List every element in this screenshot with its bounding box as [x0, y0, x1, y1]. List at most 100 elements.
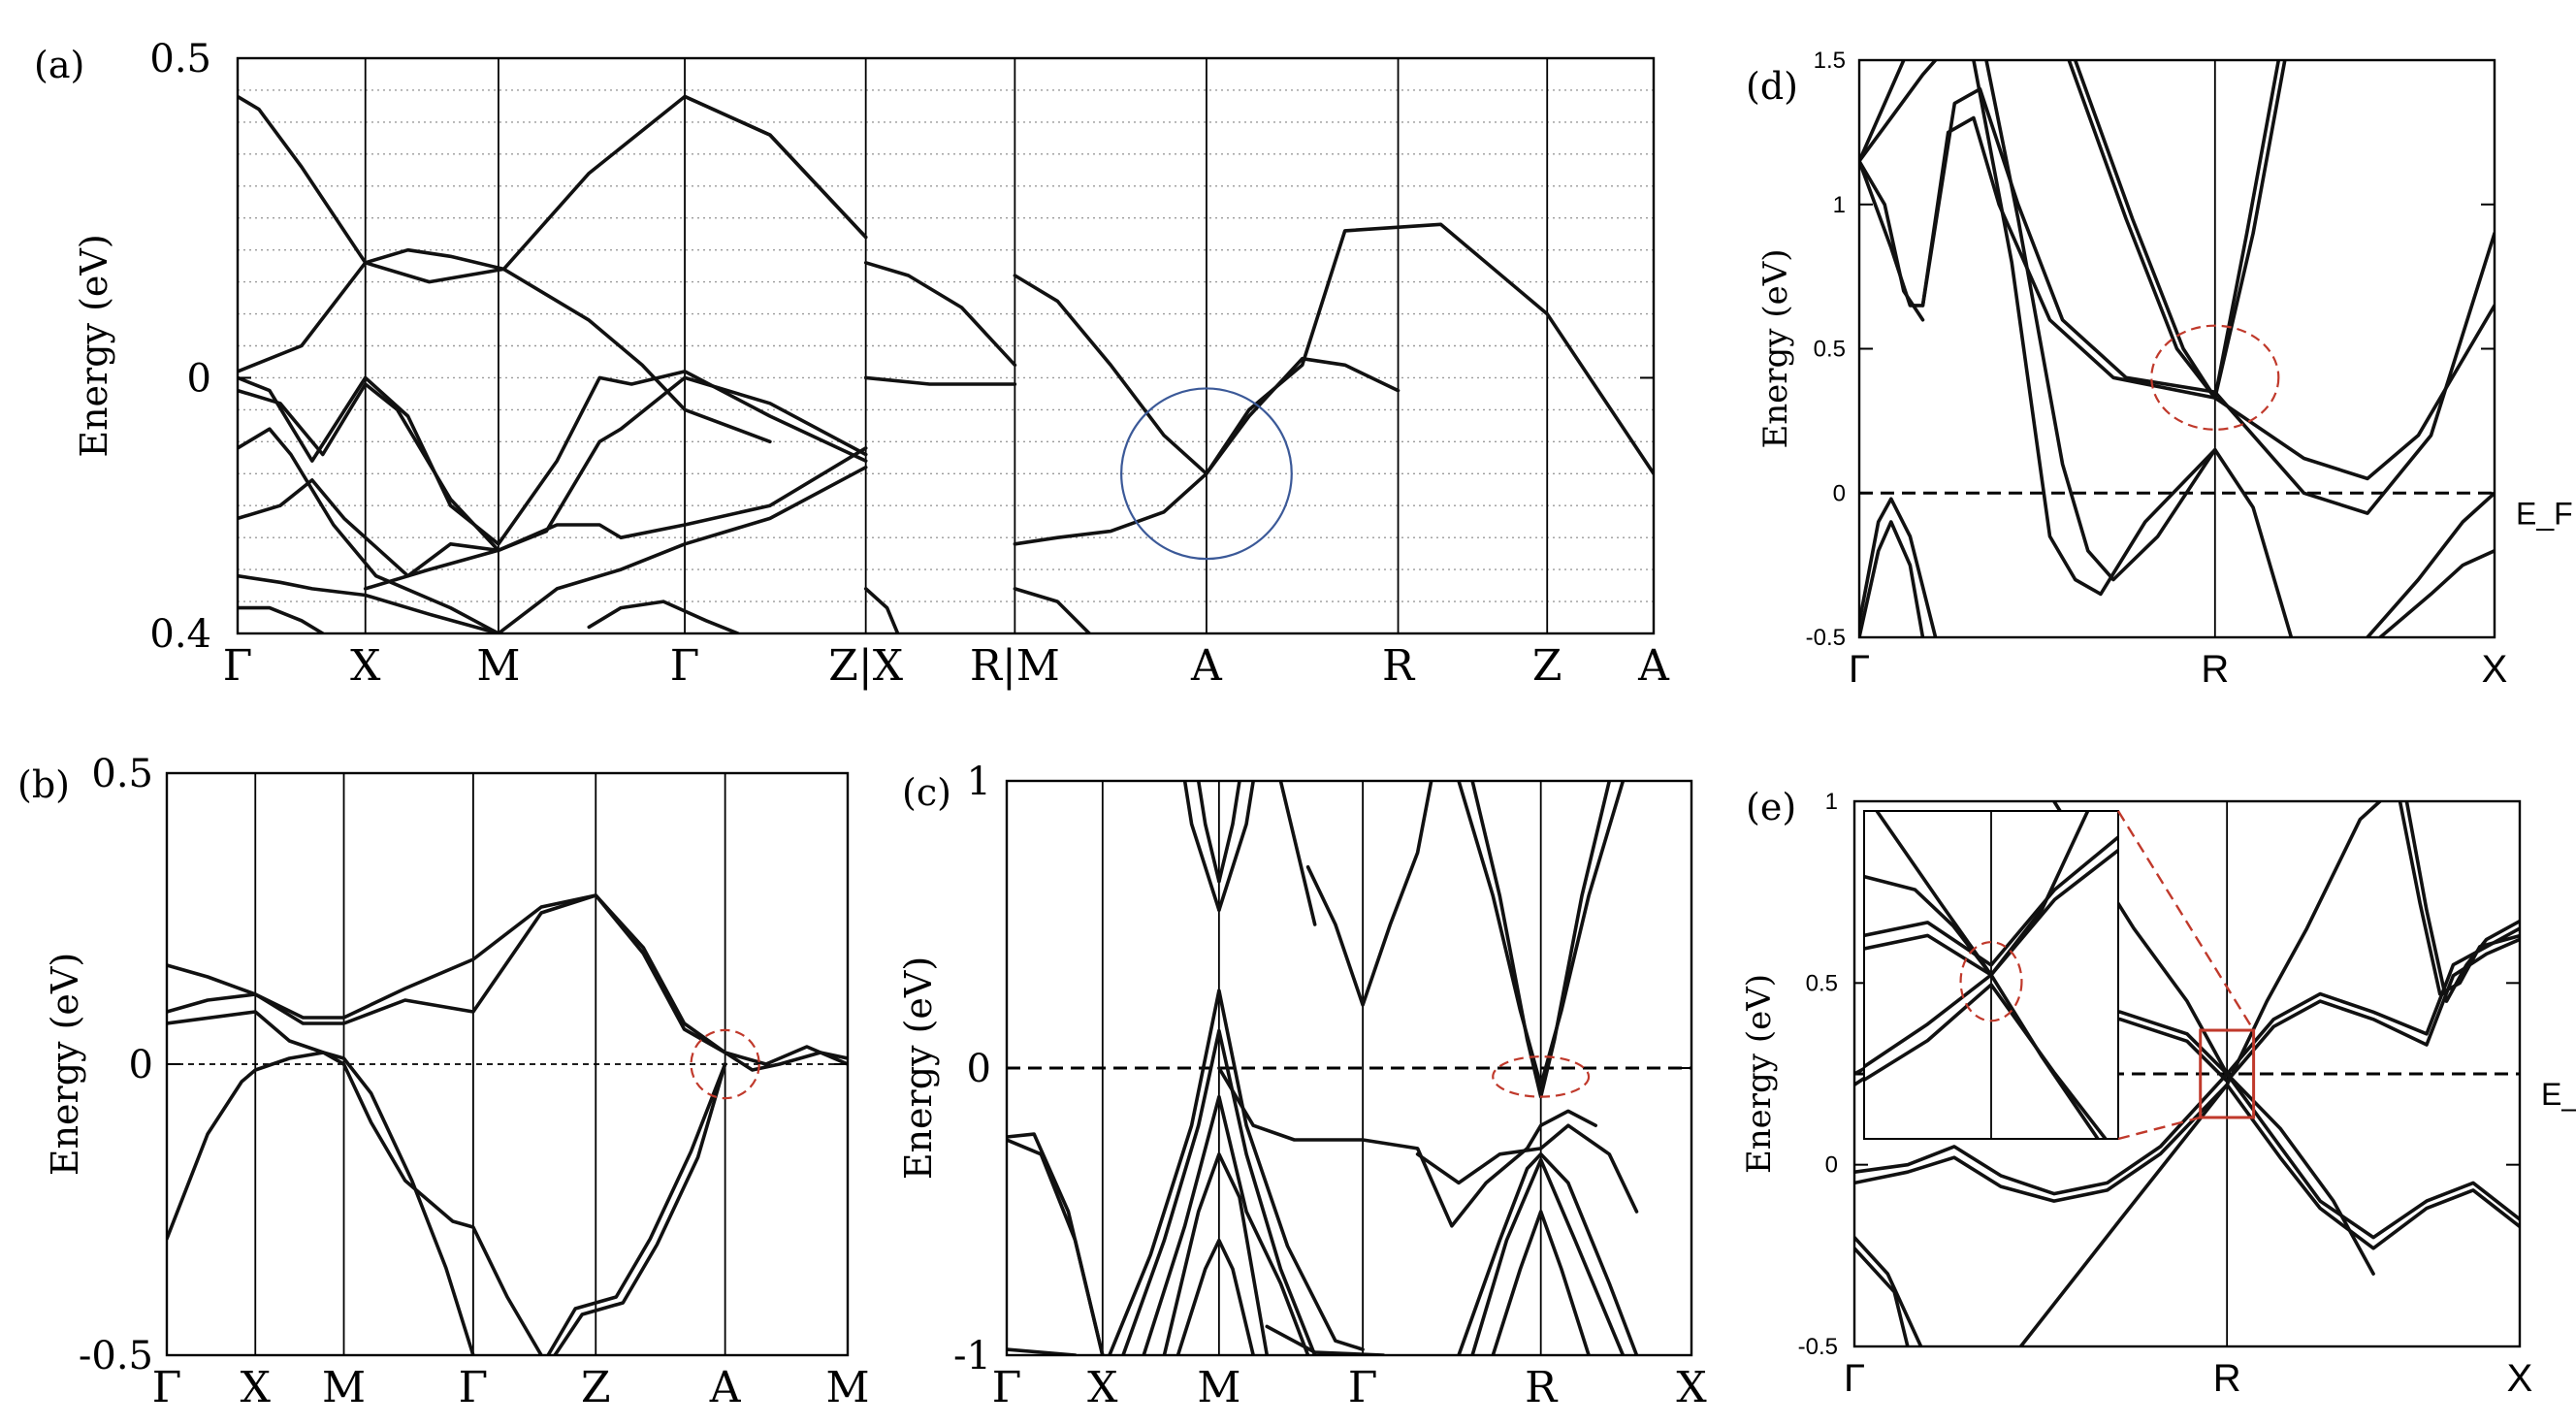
- kpath-label: R: [1525, 1363, 1559, 1412]
- panel-d-band-1: [1859, 60, 1906, 163]
- panel-b-band-1: [167, 893, 848, 1066]
- panel-c-band-18: [1470, 1157, 1626, 1355]
- panel-d-band-8: [2073, 60, 2281, 400]
- panel-a-band-0: [238, 94, 868, 284]
- y-axis-title: Energy (eV): [897, 956, 940, 1180]
- panel-d-band-7: [2067, 60, 2287, 400]
- kpath-label: A: [1190, 641, 1223, 691]
- panel-c-band-6: [1175, 1238, 1255, 1355]
- kpath-label: X: [350, 641, 381, 691]
- panel-c-band-0: [1007, 1132, 1105, 1355]
- panel-a-band-10: [587, 600, 740, 633]
- panel-a-band-13: [863, 587, 900, 633]
- panel-c-band-2: [1108, 988, 1365, 1355]
- y-tick-label: 1: [967, 760, 991, 804]
- y-tick-label: -0.5: [79, 1334, 153, 1378]
- kpath-label: M: [825, 1363, 869, 1412]
- kpath-label: Z: [581, 1363, 611, 1412]
- y-tick-label: 0: [187, 356, 211, 401]
- panel-b-band-5: [553, 1062, 727, 1355]
- highlight-marker: [2150, 324, 2280, 431]
- panel-e-band-5: [2052, 801, 2375, 1276]
- panel-label: (e): [1746, 786, 1796, 828]
- panel-c-band-4: [1142, 1094, 1310, 1355]
- kpath-label: M: [1197, 1363, 1240, 1412]
- y-tick-label: 0: [129, 1043, 153, 1087]
- kpath-label: Z|X: [828, 641, 903, 691]
- panel-e-band-2: [1854, 1072, 2520, 1240]
- panel-e: 1 0.5 0 -0.5 Energy (eV) (e) Γ R X E_F: [1740, 786, 2576, 1400]
- inset-marker: [1959, 941, 2023, 1022]
- kpath-label: R: [2201, 648, 2229, 691]
- y-tick-label: -0.5: [1798, 1334, 1838, 1360]
- panel-d: 1.5 1 0.5 0 -0.5 Energy (eV) (d) Γ R X E_F: [1746, 48, 2573, 691]
- panel-a-band-7: [238, 465, 868, 633]
- zoom-connector: [2117, 1116, 2202, 1141]
- kpath-label: Z: [1532, 641, 1562, 691]
- kpath-label: M: [322, 1363, 366, 1412]
- panel-a-band-9: [238, 605, 325, 633]
- y-axis-title: Energy (eV): [1756, 248, 1795, 448]
- kpath-label: X: [1676, 1363, 1707, 1412]
- y-tick-label: 0.5: [149, 37, 211, 81]
- plot-frame: [1852, 799, 2522, 1348]
- kpath-label: X: [1087, 1363, 1118, 1412]
- panel-d-band-4: [1920, 87, 2495, 515]
- inset: [1863, 810, 2255, 1141]
- panel-d-band-0: [1859, 60, 1938, 163]
- kpath-label: X: [2482, 648, 2508, 691]
- panel-d-band-10: [1859, 520, 1925, 637]
- panel-b-band-2: [167, 1051, 543, 1355]
- kpath-label: Γ: [152, 1363, 182, 1412]
- panel-a-band-12: [863, 375, 1017, 386]
- panel-b-band-0: [167, 893, 848, 1072]
- panel-d-band-11: [2366, 491, 2495, 637]
- kpath-label: Γ: [670, 641, 700, 691]
- y-tick-label: -1: [953, 1334, 991, 1378]
- highlight-marker: [1120, 387, 1293, 561]
- inset-band-4: [1864, 983, 2108, 1139]
- panel-e-band-6: [1854, 1235, 1923, 1346]
- panel-c-band-14: [1457, 781, 1626, 1087]
- panel-c-band-11: [1278, 781, 1317, 926]
- kpath-label: Γ: [459, 1363, 489, 1412]
- kpath-label: X: [241, 1363, 272, 1412]
- inset-band-0: [1864, 835, 2118, 967]
- y-tick-label: 0.4: [149, 612, 211, 657]
- panel-d-band-5: [1984, 60, 2294, 637]
- panel-a-band-11: [863, 261, 1017, 368]
- panel-b-band-4: [546, 1062, 727, 1355]
- panel-label: (d): [1746, 65, 1798, 108]
- fermi-label: E_F: [2516, 496, 2573, 531]
- panel-e-band-9: [2398, 801, 2520, 996]
- highlight-marker: [1492, 1055, 1591, 1098]
- panel-e-band-4: [2018, 801, 2382, 1346]
- panel-a: 0.5 0 0.4 Energy (eV) (a) Γ X M Γ Z|X R|M A R Z A: [34, 37, 1670, 691]
- panel-label: (a): [34, 44, 84, 86]
- kpath-label: R|M: [970, 641, 1060, 691]
- y-axis-title: Energy (eV): [44, 953, 86, 1176]
- panel-c-band-10: [1217, 781, 1241, 884]
- kpath-label: Γ: [1844, 1357, 1865, 1400]
- panel-label: (c): [902, 771, 951, 814]
- panel-d-band-12: [2378, 549, 2495, 637]
- panel-label: (b): [17, 763, 70, 806]
- kpath-label: R: [2213, 1357, 2241, 1400]
- panel-a-band-2: [683, 94, 868, 240]
- kpath-label: Γ: [223, 641, 253, 691]
- panel-c-band-19: [1491, 1210, 1591, 1355]
- panel-a-band-3: [238, 370, 868, 546]
- panel-c-band-13: [1305, 781, 1433, 1007]
- y-tick-label: 0: [1833, 480, 1846, 506]
- y-tick-label: 1: [1833, 192, 1846, 218]
- panel-a-band-8: [363, 548, 500, 591]
- panel-e-band-7: [1854, 1247, 1910, 1346]
- zoom-connector: [2116, 810, 2255, 1031]
- panel-c: 1 0 -1 Energy (eV) (c) Γ X M Γ R X: [897, 760, 1707, 1412]
- kpath-label: Γ: [992, 1363, 1022, 1412]
- y-tick-label: -0.5: [1806, 625, 1846, 651]
- panel-c-band-17: [1457, 1152, 1639, 1355]
- panel-b: 0.5 0 -0.5 Energy (eV) (b) Γ X M Γ Z A M: [17, 752, 870, 1412]
- panel-b-band-3: [167, 1010, 475, 1355]
- panel-c-band-12: [1217, 1066, 1597, 1228]
